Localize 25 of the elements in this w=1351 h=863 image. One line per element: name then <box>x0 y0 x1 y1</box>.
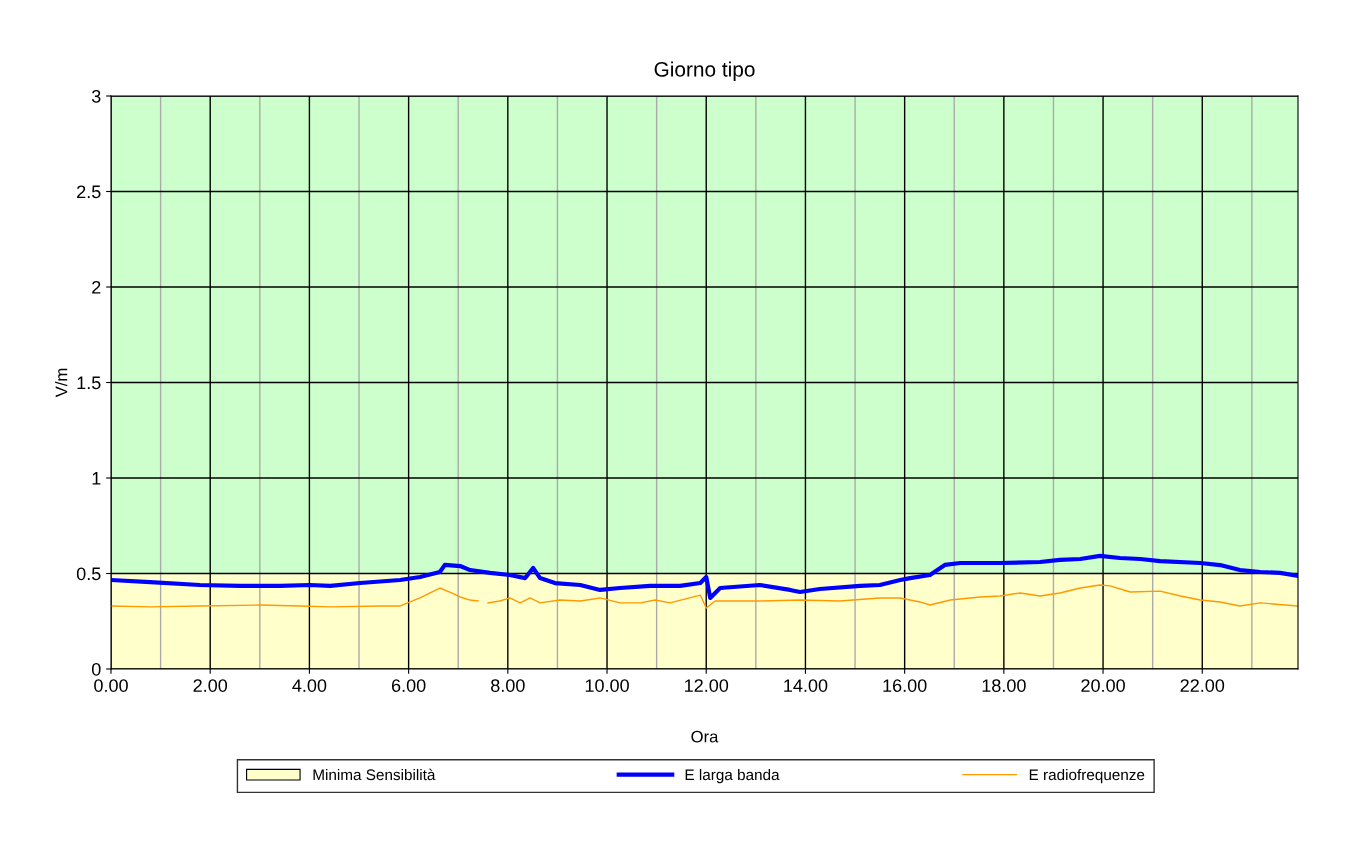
y-axis-title: V/m <box>55 368 68 398</box>
x-tick-label: 14.00 <box>784 679 828 692</box>
x-tick-label: 0.00 <box>94 679 128 692</box>
y-tick-label: 2.5 <box>77 185 101 199</box>
x-tick-label: 4.00 <box>292 679 327 692</box>
y-tick-label: 1 <box>92 472 101 485</box>
x-tick-label: 20.00 <box>1081 679 1125 692</box>
legend-label: Minima Sensibilità <box>313 768 436 781</box>
y-tick-label: 0 <box>91 662 101 676</box>
x-tick-label: 6.00 <box>391 679 426 692</box>
x-tick-label: 10.00 <box>585 679 629 692</box>
legend-label: E radiofrequenze <box>1029 768 1145 784</box>
x-tick-label: 18.00 <box>982 679 1026 692</box>
x-tick-label: 22.00 <box>1180 679 1225 692</box>
y-tick-label: 3 <box>91 89 101 103</box>
x-tick-label: 16.00 <box>883 679 927 692</box>
chart-title: Giorno tipo <box>654 61 755 81</box>
x-tick-label: 12.00 <box>685 679 729 692</box>
legend-label: E larga banda <box>685 768 780 784</box>
x-tick-label: 8.00 <box>491 679 525 692</box>
y-tick-label: 0.5 <box>76 567 101 581</box>
x-axis-title: Ora <box>691 730 719 743</box>
y-tick-label: 1.5 <box>77 376 101 390</box>
x-tick-label: 2.00 <box>193 679 228 692</box>
y-tick-label: 2 <box>92 280 101 294</box>
